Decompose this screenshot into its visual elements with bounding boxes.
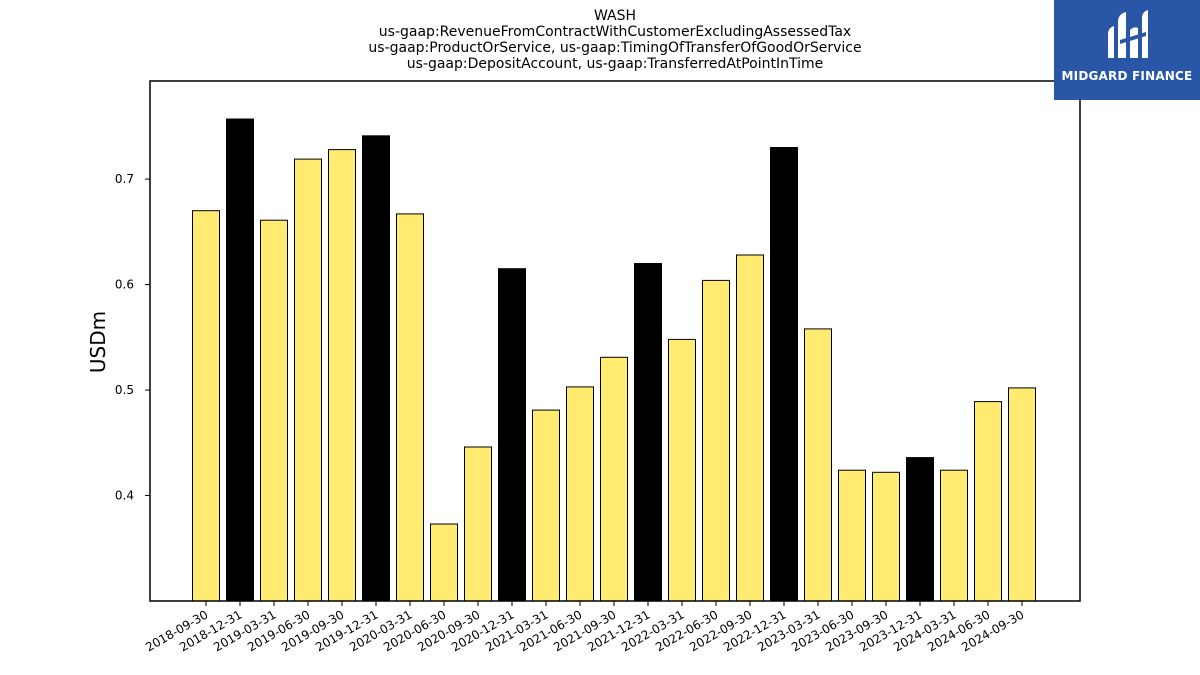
- plot-frame: [149, 80, 1081, 602]
- bar-2021-03-31: [532, 409, 560, 602]
- bar-2020-03-31: [396, 213, 424, 602]
- bar-2023-09-30: [872, 471, 900, 602]
- y-tick-label: 0.4: [115, 489, 134, 503]
- bar-2023-12-31: [906, 457, 934, 602]
- bar-2019-06-30: [294, 158, 322, 602]
- logo-mark-icon: [1108, 10, 1148, 58]
- y-axis-label: USDm: [86, 311, 110, 373]
- y-tick-label: 0.7: [115, 172, 134, 186]
- bar-2023-03-31: [804, 328, 832, 602]
- bar-2021-09-30: [600, 356, 628, 602]
- bar-2020-12-31: [498, 268, 526, 602]
- bar-2023-06-30: [838, 469, 866, 602]
- bar-2024-06-30: [974, 401, 1002, 602]
- y-tick-label: 0.5: [115, 383, 134, 397]
- chart-title-line-3: us-gaap:ProductOrService, us-gaap:Timing…: [368, 40, 862, 56]
- bar-2020-09-30: [464, 446, 492, 602]
- bar-2021-12-31: [634, 263, 662, 602]
- bar-2022-09-30: [736, 254, 764, 602]
- bar-2022-12-31: [770, 147, 798, 602]
- bar-2019-12-31: [362, 135, 390, 602]
- chart-title-line-2: us-gaap:RevenueFromContractWithCustomerE…: [378, 24, 852, 40]
- y-axis-ticks: 0.4 0.5 0.6 0.7: [115, 172, 150, 503]
- x-axis-ticks: 2018-09-302018-12-312019-03-312019-06-30…: [143, 601, 1027, 654]
- y-tick-label: 0.6: [115, 278, 134, 292]
- bar-2021-06-30: [566, 386, 594, 602]
- bar-2022-06-30: [702, 279, 730, 602]
- bar-2022-03-31: [668, 338, 696, 602]
- bar-2019-03-31: [260, 219, 288, 602]
- chart-title-line-1: WASH: [593, 8, 637, 24]
- bar-2018-09-30: [192, 210, 220, 602]
- bar-2018-12-31: [226, 118, 254, 602]
- bar-2020-06-30: [430, 523, 458, 602]
- bar-2019-09-30: [328, 149, 356, 602]
- chart-title-line-4: us-gaap:DepositAccount, us-gaap:Transfer…: [406, 56, 824, 72]
- logo-text: MIDGARD FINANCE: [1061, 69, 1193, 83]
- bars-group: [192, 118, 1036, 602]
- bar-2024-03-31: [940, 469, 968, 602]
- midgard-finance-logo: MIDGARD FINANCE: [1054, 0, 1200, 100]
- bar-2024-09-30: [1008, 387, 1036, 602]
